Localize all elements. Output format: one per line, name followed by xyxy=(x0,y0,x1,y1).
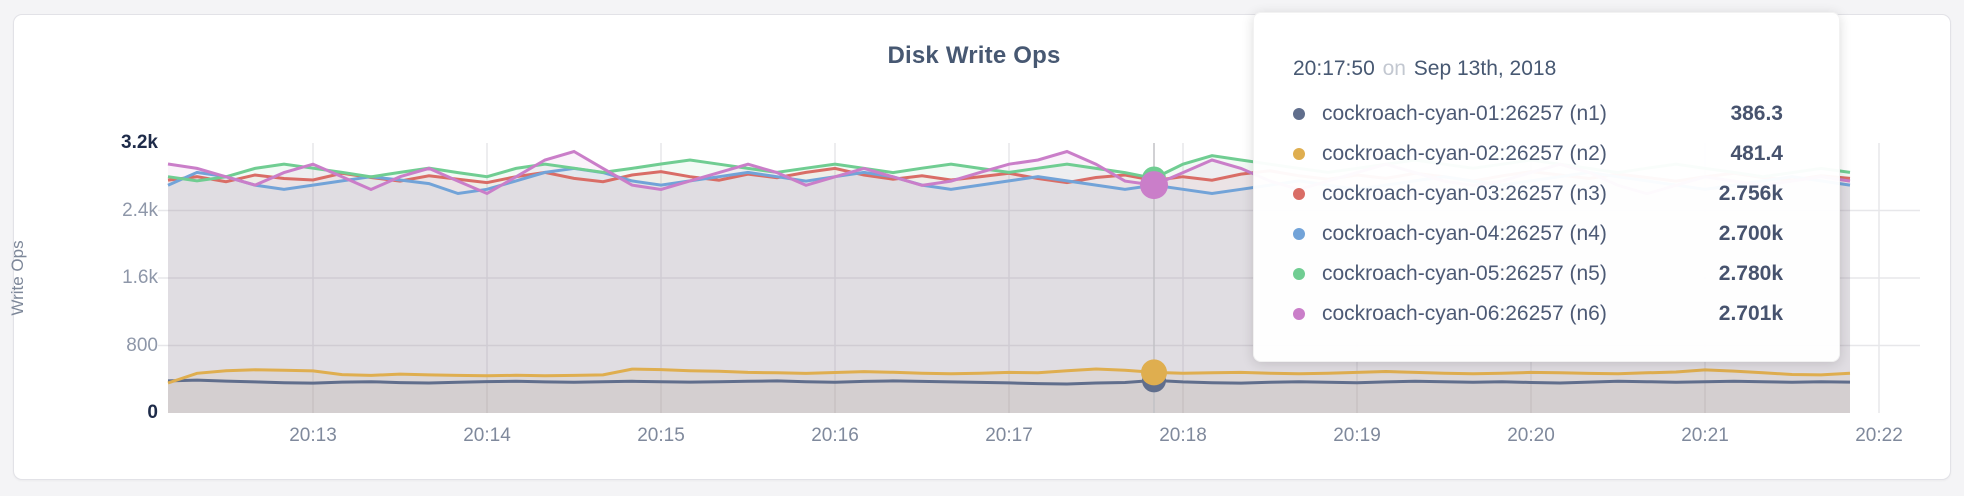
y-tick-label: 3.2k xyxy=(121,132,158,153)
series-label: cockroach-cyan-04:26257 (n4) xyxy=(1322,222,1607,245)
series-label: cockroach-cyan-02:26257 (n2) xyxy=(1322,142,1607,165)
series-label: cockroach-cyan-05:26257 (n5) xyxy=(1322,262,1607,285)
x-tick-label: 20:20 xyxy=(1507,425,1555,446)
series-area xyxy=(168,380,1850,413)
series-color-dot xyxy=(1293,308,1305,320)
x-tick-label: 20:17 xyxy=(985,425,1033,446)
tooltip-series-row: cockroach-cyan-03:26257 (n3) 2.756k xyxy=(1293,174,1783,214)
x-tick-label: 20:14 xyxy=(463,425,511,446)
series-value: 2.701k xyxy=(1718,302,1783,325)
series-color-dot xyxy=(1293,188,1305,200)
series-line xyxy=(167,378,1851,386)
y-tick-label: 2.4k xyxy=(122,199,158,221)
y-tick-label: 0 xyxy=(147,402,158,423)
series-color-dot xyxy=(1293,148,1305,160)
x-tick-label: 20:19 xyxy=(1333,425,1381,446)
tooltip-date: Sep 13th, 2018 xyxy=(1413,57,1557,80)
x-tick-label: 20:18 xyxy=(1159,425,1207,446)
series-label: cockroach-cyan-01:26257 (n1) xyxy=(1322,102,1607,125)
series-color-dot xyxy=(1293,228,1305,240)
tooltip-series-row: cockroach-cyan-02:26257 (n2) 481.4 xyxy=(1293,134,1783,174)
tooltip-series-row: cockroach-cyan-05:26257 (n5) 2.780k xyxy=(1293,254,1783,294)
series-value: 2.780k xyxy=(1718,262,1783,285)
hover-point xyxy=(1141,359,1167,386)
series-value: 386.3 xyxy=(1730,102,1783,125)
tooltip-series-row: cockroach-cyan-06:26257 (n6) 2.701k xyxy=(1293,294,1783,334)
x-tick-label: 20:15 xyxy=(637,425,685,446)
tooltip-header: 20:17:50 on Sep 13th, 2018 xyxy=(1293,57,1783,81)
x-tick-label: 20:22 xyxy=(1855,425,1903,446)
tooltip-series-list: cockroach-cyan-01:26257 (n1) 386.3 cockroa… xyxy=(1293,94,1783,334)
tooltip-connector: on xyxy=(1382,57,1406,80)
x-tick-label: 20:13 xyxy=(289,425,337,446)
series-label: cockroach-cyan-03:26257 (n3) xyxy=(1322,182,1607,205)
x-tick-label: 20:16 xyxy=(811,425,859,446)
hover-tooltip: 20:17:50 on Sep 13th, 2018 cockroach-cya… xyxy=(1253,12,1840,362)
tooltip-series-row: cockroach-cyan-04:26257 (n4) 2.700k xyxy=(1293,214,1783,254)
hover-point xyxy=(1140,171,1168,200)
x-tick-label: 20:21 xyxy=(1681,425,1729,446)
y-tick-label: 1.6k xyxy=(122,267,158,288)
series-value: 2.756k xyxy=(1718,182,1783,205)
tooltip-time: 20:17:50 xyxy=(1293,57,1375,80)
series-color-dot xyxy=(1293,268,1305,280)
series-value: 481.4 xyxy=(1730,142,1783,165)
chart-title: Disk Write Ops xyxy=(887,42,1061,69)
tooltip-series-row: cockroach-cyan-01:26257 (n1) 386.3 xyxy=(1293,94,1783,134)
y-tick-label: 800 xyxy=(126,334,158,356)
series-label: cockroach-cyan-06:26257 (n6) xyxy=(1322,302,1607,325)
series-line xyxy=(167,367,1851,385)
series-value: 2.700k xyxy=(1718,222,1783,245)
series-color-dot xyxy=(1293,108,1305,120)
